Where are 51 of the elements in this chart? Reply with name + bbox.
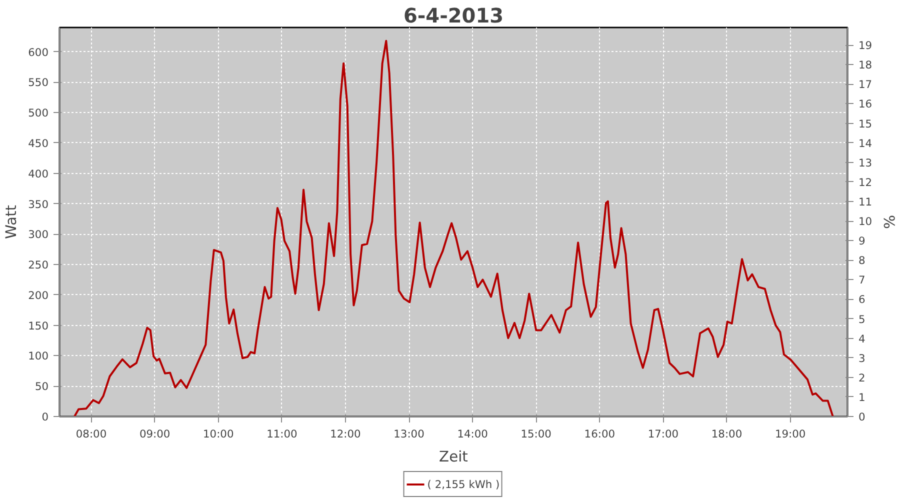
chart-title: 6-4-2013 bbox=[403, 4, 504, 28]
y-tick-label: 600 bbox=[28, 46, 49, 59]
y2-tick-label: 10 bbox=[858, 215, 872, 228]
y-tick-label: 50 bbox=[34, 380, 49, 394]
y-tick-label: 550 bbox=[28, 76, 49, 90]
y-tick-label: 250 bbox=[28, 258, 49, 272]
y2-tick-label: 17 bbox=[858, 78, 872, 92]
x-tick-label: 12:00 bbox=[330, 428, 362, 440]
y2-tick-label: 18 bbox=[858, 58, 872, 72]
y2-tick-label: 6 bbox=[858, 293, 866, 306]
x-tick-label: 08:00 bbox=[76, 428, 107, 440]
y2-tick-label: 4 bbox=[858, 332, 866, 346]
y-tick-label: 400 bbox=[28, 167, 49, 180]
y2-tick-label: 0 bbox=[858, 410, 866, 424]
x-axis-title: Zeit bbox=[439, 448, 468, 466]
y2-tick-label: 1 bbox=[858, 390, 866, 404]
x-tick-label: 17:00 bbox=[648, 428, 679, 440]
line-series bbox=[73, 40, 834, 416]
y2-tick-label: 16 bbox=[858, 98, 872, 111]
y-tick-label: 150 bbox=[28, 319, 49, 332]
y2-tick-label: 5 bbox=[858, 312, 866, 326]
y2-tick-label: 7 bbox=[858, 274, 866, 287]
x-tick-label: 16:00 bbox=[584, 428, 616, 440]
y-tick-label: 350 bbox=[28, 198, 49, 211]
x-tick-label: 13:00 bbox=[394, 428, 425, 440]
y-axis-title: Watt bbox=[3, 204, 20, 240]
y2-tick-label: 2 bbox=[858, 371, 866, 384]
y2-tick-label: 14 bbox=[858, 136, 872, 150]
x-tick-label: 11:00 bbox=[266, 428, 298, 440]
x-tick-label: 15:00 bbox=[520, 428, 552, 440]
y-tick-label: 500 bbox=[28, 106, 49, 120]
y2-axis-title: % bbox=[880, 215, 898, 230]
y2-tick-label: 8 bbox=[858, 254, 866, 268]
y2-tick-label: 13 bbox=[858, 156, 872, 170]
x-tick-label: 09:00 bbox=[139, 428, 170, 440]
x-tick-label: 18:00 bbox=[711, 428, 742, 440]
y2-tick-label: 9 bbox=[858, 234, 866, 248]
y2-tick-label: 15 bbox=[858, 117, 872, 130]
y-tick-label: 300 bbox=[28, 228, 49, 242]
y-tick-label: 200 bbox=[28, 288, 49, 302]
legend-label: ( 2,155 kWh ) bbox=[427, 478, 500, 490]
x-tick-label: 14:00 bbox=[457, 428, 488, 440]
y-tick-label: 0 bbox=[42, 410, 49, 424]
y2-tick-label: 12 bbox=[858, 176, 872, 189]
y-tick-label: 100 bbox=[28, 350, 49, 363]
y-tick-label: 450 bbox=[28, 136, 49, 150]
y2-tick-label: 3 bbox=[858, 352, 866, 365]
y2-tick-label: 11 bbox=[858, 195, 872, 208]
x-tick-label: 19:00 bbox=[774, 428, 806, 440]
y2-tick-label: 19 bbox=[858, 39, 872, 52]
x-tick-label: 10:00 bbox=[203, 428, 234, 440]
